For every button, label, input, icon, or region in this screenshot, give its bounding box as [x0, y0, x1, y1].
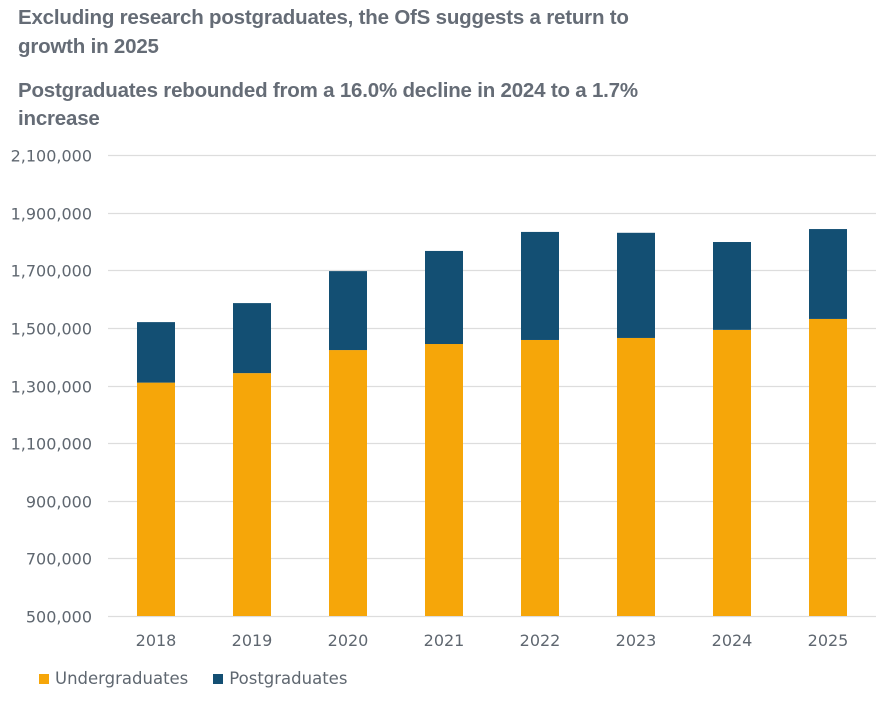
bar-postgraduates-2023 — [617, 232, 655, 338]
gridlines — [108, 154, 876, 618]
x-tick-label: 2019 — [232, 631, 273, 650]
bars — [137, 229, 847, 616]
y-tick-label: 500,000 — [26, 608, 92, 627]
bar-postgraduates-2021 — [425, 250, 463, 345]
y-tick-label: 900,000 — [26, 493, 92, 512]
chart-subtitle: Postgraduates rebounded from a 16.0% dec… — [18, 79, 638, 130]
y-tick-label: 1,300,000 — [11, 378, 92, 397]
y-axis-ticks: 500,000 700,000 900,000 1,100,000 1,300,000 1… — [11, 147, 92, 627]
bar-undergraduates-2019 — [233, 373, 271, 616]
y-tick-label: 700,000 — [26, 550, 92, 569]
legend-item-postgraduates: Postgraduates — [213, 669, 347, 688]
y-tick-label: 1,500,000 — [11, 320, 92, 339]
y-tick-label: 1,100,000 — [11, 435, 92, 454]
x-tick-label: 2025 — [808, 631, 849, 650]
bar-undergraduates-2025 — [809, 318, 847, 616]
bar-undergraduates-2024 — [713, 329, 751, 616]
legend-swatch-undergraduates — [39, 673, 49, 684]
bar-undergraduates-2022 — [521, 339, 559, 616]
bar-undergraduates-2021 — [425, 344, 463, 616]
bar-postgraduates-2024 — [713, 242, 751, 330]
legend-label-undergraduates: Undergraduates — [55, 669, 189, 688]
x-tick-label: 2020 — [328, 631, 369, 650]
x-axis-ticks: 2018 2019 2020 2021 2022 2023 2024 2025 — [136, 631, 849, 650]
legend-item-undergraduates: Undergraduates — [39, 669, 188, 688]
legend: Undergraduates Postgraduates — [39, 669, 372, 688]
bar-postgraduates-2019 — [233, 303, 271, 374]
bar-undergraduates-2020 — [329, 350, 367, 616]
bar-undergraduates-2018 — [137, 382, 175, 616]
legend-label-postgraduates: Postgraduates — [229, 669, 348, 688]
y-tick-label: 1,900,000 — [11, 205, 92, 224]
x-tick-label: 2024 — [712, 631, 753, 650]
x-tick-label: 2018 — [136, 631, 177, 650]
bar-undergraduates-2023 — [617, 337, 655, 616]
bar-postgraduates-2018 — [137, 322, 175, 383]
bar-postgraduates-2025 — [809, 229, 847, 319]
x-tick-label: 2021 — [424, 631, 465, 650]
y-tick-label: 2,100,000 — [11, 147, 92, 166]
y-tick-label: 1,700,000 — [11, 262, 92, 281]
x-tick-label: 2023 — [616, 631, 657, 650]
x-tick-label: 2022 — [520, 631, 561, 650]
legend-swatch-postgraduates — [213, 673, 224, 684]
chart-title: Excluding research postgraduates, the Of… — [18, 6, 629, 58]
bar-postgraduates-2020 — [329, 271, 367, 351]
bar-postgraduates-2022 — [521, 231, 559, 340]
